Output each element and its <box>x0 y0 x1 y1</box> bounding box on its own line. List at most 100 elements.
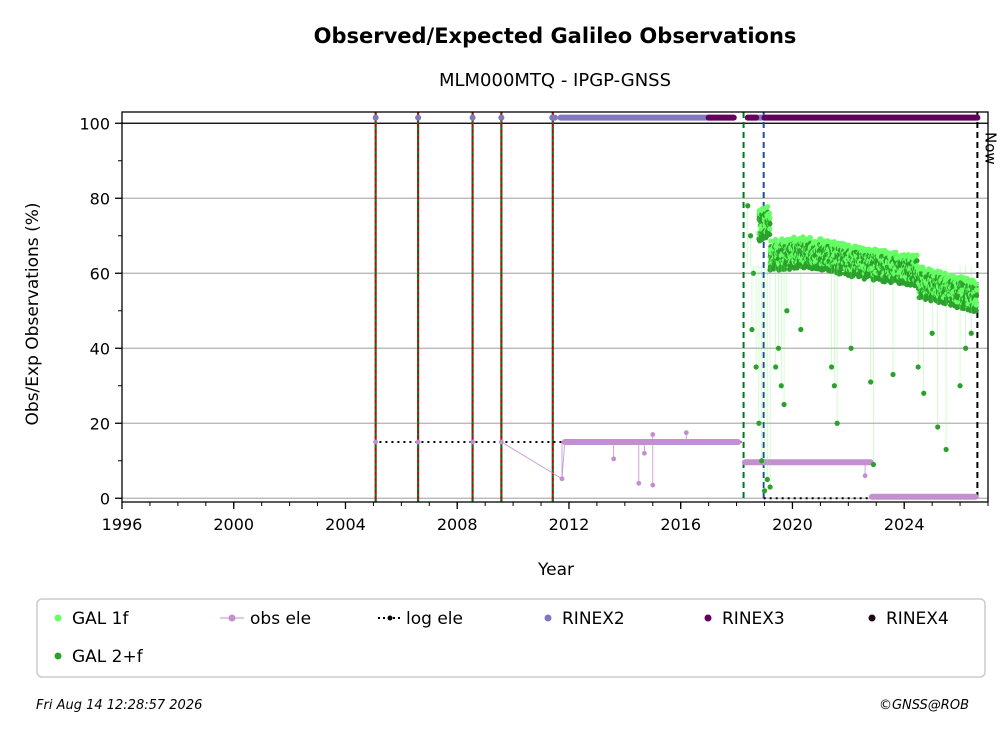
gal-2f-outlier <box>775 345 782 351</box>
rinex2-point <box>415 114 422 121</box>
gal-2f-outlier <box>968 330 974 336</box>
y-tick-label: 100 <box>79 114 110 133</box>
gal-2f-outlier <box>848 345 854 351</box>
obs-ele-point <box>650 432 656 437</box>
y-tick-label: 60 <box>90 264 110 283</box>
chart-title: Observed/Expected Galileo Observations <box>314 24 797 48</box>
legend-marker <box>54 652 62 660</box>
gal-2f-point <box>954 304 960 311</box>
rinex2-point <box>372 114 379 121</box>
legend-marker <box>387 615 393 621</box>
gal-2f-outlier <box>921 390 927 396</box>
x-tick-label: 1996 <box>102 515 143 534</box>
gal-2f-point <box>837 270 844 277</box>
gal-1f-point <box>954 299 960 305</box>
gal-2f-point <box>973 308 979 314</box>
obs-ele-point <box>559 476 565 482</box>
now-label: Now <box>981 132 999 165</box>
obs-ele-point <box>415 439 421 445</box>
gal-1f-point <box>973 302 979 308</box>
y-tick-label: 20 <box>90 414 110 433</box>
gal-1f-point <box>807 235 814 241</box>
obs-ele-point <box>641 450 647 456</box>
gal-1f-point <box>846 242 852 248</box>
gal-1f-point <box>974 287 980 293</box>
obs-ele-point <box>373 439 379 445</box>
gal-1f-point <box>893 249 899 255</box>
axis-ticks: 1996 2000 2004 2008 2012 2016 2020 2024 0 20 40 60 8… <box>79 114 989 534</box>
legend-marker <box>704 614 712 622</box>
gal-2f-outlier <box>745 203 751 209</box>
legend: GAL 1f obs ele log ele RINEX2 RINEX3 RINEX4 GA… <box>36 598 986 678</box>
chart-subtitle: MLM000MTQ - IPGP-GNSS <box>439 70 671 91</box>
legend-label: RINEX2 <box>562 609 625 629</box>
gal-2f-point <box>882 279 888 285</box>
gal-1f-point <box>766 210 773 216</box>
gal-2f-point <box>767 231 773 238</box>
legend-label: GAL 2+f <box>72 647 144 667</box>
gal-2f-outlier <box>828 364 835 370</box>
footer-timestamp: Fri Aug 14 12:28:57 2026 <box>36 698 202 713</box>
gal-2f-outlier <box>870 461 877 468</box>
gal-2f-point <box>782 266 788 272</box>
gal-2f-point <box>767 221 773 227</box>
y-axis-label: Obs/Exp Observations (%) <box>23 203 43 426</box>
gal-1f-point <box>973 281 980 287</box>
x-tick-label: 2004 <box>325 515 366 534</box>
rinex2-point <box>469 114 476 121</box>
gal-2f-point <box>974 292 980 298</box>
legend-marker <box>54 614 62 622</box>
legend-marker <box>544 614 552 622</box>
legend-label: RINEX4 <box>886 609 949 629</box>
footer-credit: ©GNSS@ROB <box>879 698 969 713</box>
gal-2f-outlier <box>834 420 840 426</box>
gal-2f-outlier <box>915 364 921 370</box>
gal-2f-outlier <box>750 270 756 276</box>
gal-1f-point <box>886 250 892 256</box>
gal-2f-outlier <box>868 379 874 385</box>
x-tick-label: 2020 <box>772 515 813 534</box>
gal-1f-point <box>973 298 979 304</box>
legend-label: RINEX3 <box>722 609 785 629</box>
gal-2f-outlier <box>929 330 935 336</box>
gal-2f-outlier <box>778 383 784 389</box>
x-tick-label: 2012 <box>549 515 590 534</box>
gal-1f-point <box>767 215 773 221</box>
obs-ele-point <box>498 439 504 445</box>
gal-2f-outlier <box>756 420 762 426</box>
gal-2f-outlier <box>890 371 896 378</box>
obs-ele-point <box>611 456 617 462</box>
y-tick-label: 80 <box>90 189 110 208</box>
y-tick-label: 40 <box>90 339 110 358</box>
gal-2f-outlier <box>781 401 787 408</box>
gal-2f-outlier <box>935 424 941 430</box>
gal-2f-outlier <box>767 484 773 490</box>
legend-marker <box>228 614 236 622</box>
gal-2f-outlier <box>784 308 790 314</box>
gal-2f-outlier <box>749 326 755 333</box>
obs-ele-point <box>683 430 689 436</box>
x-tick-label: 2024 <box>884 515 925 534</box>
legend-label: log ele <box>406 609 463 629</box>
gal-2f-outlier <box>957 383 963 389</box>
gal-2f-outlier <box>761 488 768 494</box>
x-axis-label: Year <box>537 560 574 580</box>
legend-box <box>36 598 986 678</box>
x-tick-label: 2000 <box>213 515 254 534</box>
gal-2f-point <box>961 305 967 312</box>
gal-1f-point <box>937 269 944 275</box>
gal-2f-outlier <box>759 458 765 464</box>
plot-area: Now <box>121 111 999 503</box>
gal-1f-point <box>914 252 920 258</box>
legend-label: GAL 1f <box>72 609 129 629</box>
gal-2f-outlier <box>764 476 770 483</box>
gal-2f-outlier <box>943 446 949 453</box>
gal-2f-outlier <box>753 364 759 370</box>
gal-1f-point <box>767 226 773 232</box>
x-tick-label: 2008 <box>437 515 478 534</box>
obs-ele-point <box>650 482 656 488</box>
obs-ele-point <box>636 480 642 486</box>
y-tick-label: 0 <box>100 489 110 508</box>
gal-2f-outlier <box>963 345 969 351</box>
